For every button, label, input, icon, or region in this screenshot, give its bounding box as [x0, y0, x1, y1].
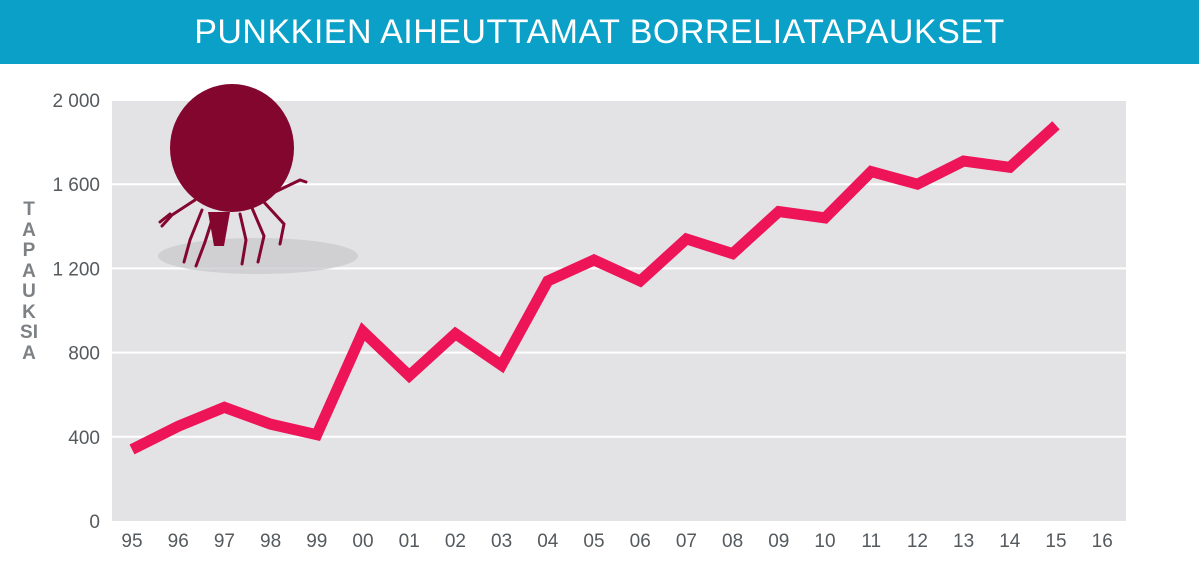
y-tick-label: 400	[68, 428, 100, 449]
x-tick-label: 05	[583, 531, 604, 552]
title-bar: PUNKKIEN AIHEUTTAMAT BORRELIATAPAUKSET	[0, 0, 1199, 64]
x-tick-label: 00	[352, 531, 373, 552]
x-tick-label: 10	[814, 531, 835, 552]
x-tick-label: 07	[676, 531, 697, 552]
data-points	[131, 125, 1057, 450]
y-tick-label: 0	[89, 512, 100, 533]
x-tick-label: 97	[214, 531, 235, 552]
x-tick-label: 15	[1045, 531, 1066, 552]
x-tick-label: 06	[630, 531, 651, 552]
x-tick-label: 13	[953, 531, 974, 552]
y-tick-label: 800	[68, 344, 100, 365]
x-tick-label: 03	[491, 531, 512, 552]
x-tick-label: 96	[168, 531, 189, 552]
x-tick-label: 01	[399, 531, 420, 552]
x-tick-labels: 95 96 97 98 99 00 01 02 03 04 05 06 07 08 09 10 11 12 13 14…	[121, 531, 1112, 552]
y-axis-label: TAPAUKSIA	[20, 199, 38, 364]
x-tick-label: 14	[999, 531, 1021, 552]
y-tick-label: 1 600	[52, 175, 100, 196]
x-tick-label: 95	[121, 531, 142, 552]
y-tick-label: 2 000	[52, 91, 100, 112]
x-tick-label: 99	[306, 531, 327, 552]
x-tick-label: 16	[1092, 531, 1113, 552]
x-tick-label: 08	[722, 531, 743, 552]
y-tick-labels: 0 400 800 1 200 1 600 2 000	[52, 91, 100, 533]
x-tick-label: 11	[861, 531, 881, 552]
x-tick-label: 04	[537, 531, 559, 552]
x-tick-label: 09	[768, 531, 789, 552]
x-tick-label: 02	[445, 531, 466, 552]
x-tick-label: 98	[260, 531, 281, 552]
tick-icon	[158, 84, 358, 274]
y-tick-label: 1 200	[52, 259, 100, 280]
chart-title: PUNKKIEN AIHEUTTAMAT BORRELIATAPAUKSET	[194, 12, 1005, 51]
x-tick-label: 12	[907, 531, 928, 552]
